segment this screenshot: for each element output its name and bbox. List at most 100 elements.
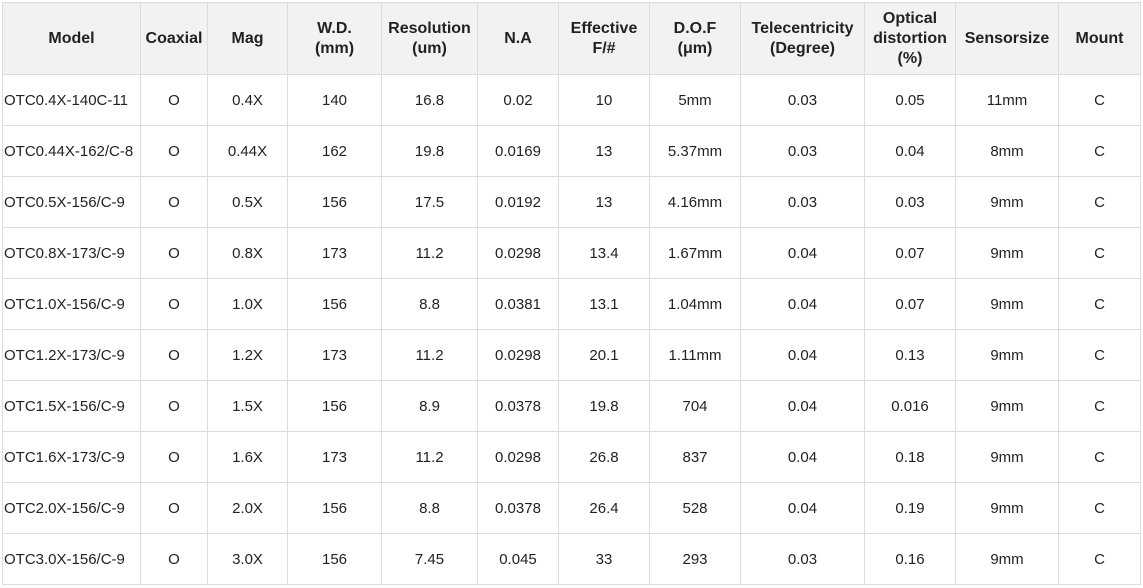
table-cell: 704 (649, 380, 741, 432)
table-cell: 11.2 (381, 227, 478, 279)
table-cell: 13 (558, 176, 650, 228)
table-cell: C (1058, 482, 1141, 534)
table-cell: 11.2 (381, 431, 478, 483)
table-cell: 156 (287, 482, 382, 534)
table-cell: 173 (287, 431, 382, 483)
table-cell: C (1058, 125, 1141, 177)
table-cell: 11mm (955, 74, 1059, 126)
table-cell: O (140, 278, 208, 330)
table-cell: C (1058, 74, 1141, 126)
header-cell: Resolution (um) (381, 2, 478, 75)
table-cell: 19.8 (381, 125, 478, 177)
table-cell: 11.2 (381, 329, 478, 381)
table-cell: 0.0298 (477, 227, 559, 279)
table-cell: 0.0169 (477, 125, 559, 177)
table-cell: 8mm (955, 125, 1059, 177)
table-cell: 8.8 (381, 482, 478, 534)
header-text: (um) (412, 39, 447, 57)
table-cell: 1.6X (207, 431, 288, 483)
table-row: OTC0.4X-140C-11 O 0.4X 140 16.8 0.02 10 5mm 0.03… (2, 74, 1141, 126)
table-cell: O (140, 482, 208, 534)
table-row: OTC0.5X-156/C-9 O 0.5X 156 17.5 0.0192 13 4.16m… (2, 176, 1141, 228)
table-cell: 0.0378 (477, 482, 559, 534)
header-cell: Telecentricity (Degree) (740, 2, 865, 75)
header-cell: Effective F/# (558, 2, 650, 75)
table-row: OTC1.5X-156/C-9 O 1.5X 156 8.9 0.0378 19.8 704 0… (2, 380, 1141, 432)
table-cell: 8.8 (381, 278, 478, 330)
table-cell: 0.02 (477, 74, 559, 126)
table-cell: C (1058, 176, 1141, 228)
header-text: Model (48, 29, 95, 47)
model-cell: OTC0.5X-156/C-9 (2, 176, 141, 228)
table-cell: 0.07 (864, 278, 956, 330)
table-cell: 7.45 (381, 533, 478, 585)
header-text: Mount (1075, 29, 1124, 47)
header-cell: W.D. (mm) (287, 2, 382, 75)
table-cell: 19.8 (558, 380, 650, 432)
table-cell: 8.9 (381, 380, 478, 432)
table-cell: 156 (287, 278, 382, 330)
table-cell: 9mm (955, 482, 1059, 534)
table-cell: 0.0298 (477, 431, 559, 483)
table-cell: 0.07 (864, 227, 956, 279)
table-cell: 0.16 (864, 533, 956, 585)
header-text: (%) (897, 49, 923, 67)
header-text: Effective (570, 19, 638, 37)
table-cell: 1.04mm (649, 278, 741, 330)
header-text: (μm) (677, 39, 713, 57)
table-cell: 13.4 (558, 227, 650, 279)
table-cell: 4.16mm (649, 176, 741, 228)
header-cell: Optical distortion (%) (864, 2, 956, 75)
table-cell: 9mm (955, 431, 1059, 483)
table-cell: 837 (649, 431, 741, 483)
table-cell: 162 (287, 125, 382, 177)
table-row: OTC0.8X-173/C-9 O 0.8X 173 11.2 0.0298 13.4 1.6… (2, 227, 1141, 279)
table-cell: 2.0X (207, 482, 288, 534)
table-cell: 0.04 (740, 482, 865, 534)
header-text: D.O.F (673, 19, 717, 37)
table-row: OTC1.6X-173/C-9 O 1.6X 173 11.2 0.0298 26.8 837… (2, 431, 1141, 483)
header-text: Sensorsize (964, 29, 1050, 47)
table-cell: O (140, 176, 208, 228)
table-cell: 173 (287, 227, 382, 279)
table-cell: 0.0192 (477, 176, 559, 228)
table-cell: 0.045 (477, 533, 559, 585)
table-cell: 20.1 (558, 329, 650, 381)
table-cell: 26.4 (558, 482, 650, 534)
table-cell: 0.04 (864, 125, 956, 177)
table-cell: 0.19 (864, 482, 956, 534)
table-cell: O (140, 125, 208, 177)
table-cell: 0.04 (740, 227, 865, 279)
table-cell: 17.5 (381, 176, 478, 228)
header-text: Telecentricity (751, 19, 854, 37)
model-cell: OTC3.0X-156/C-9 (2, 533, 141, 585)
table-cell: 0.44X (207, 125, 288, 177)
table-cell: C (1058, 533, 1141, 585)
table-cell: 173 (287, 329, 382, 381)
table-cell: 0.0381 (477, 278, 559, 330)
header-text: distortion (873, 29, 947, 47)
table-cell: 1.0X (207, 278, 288, 330)
header-text: Mag (231, 29, 264, 47)
model-cell: OTC0.8X-173/C-9 (2, 227, 141, 279)
header-row: Model Coaxial Mag W.D. (mm) Resolution (um) N.A… (2, 2, 1141, 75)
table-cell: 9mm (955, 380, 1059, 432)
table-cell: O (140, 533, 208, 585)
table-cell: 0.18 (864, 431, 956, 483)
table-cell: 293 (649, 533, 741, 585)
table-cell: 0.04 (740, 278, 865, 330)
table-row: OTC1.0X-156/C-9 O 1.0X 156 8.8 0.0381 13.1 1.04… (2, 278, 1141, 330)
header-cell: D.O.F (μm) (649, 2, 741, 75)
table-cell: C (1058, 431, 1141, 483)
header-text: F/# (592, 39, 616, 57)
header-text: W.D. (317, 19, 352, 37)
table-body: OTC0.4X-140C-11 O 0.4X 140 16.8 0.02 10 5mm 0.03… (2, 74, 1141, 585)
header-text: Resolution (388, 19, 471, 37)
table-cell: 0.03 (740, 176, 865, 228)
table-cell: 9mm (955, 278, 1059, 330)
header-text: N.A (504, 29, 532, 47)
table-cell: 0.0378 (477, 380, 559, 432)
table-cell: 0.016 (864, 380, 956, 432)
header-text: Coaxial (145, 29, 203, 47)
